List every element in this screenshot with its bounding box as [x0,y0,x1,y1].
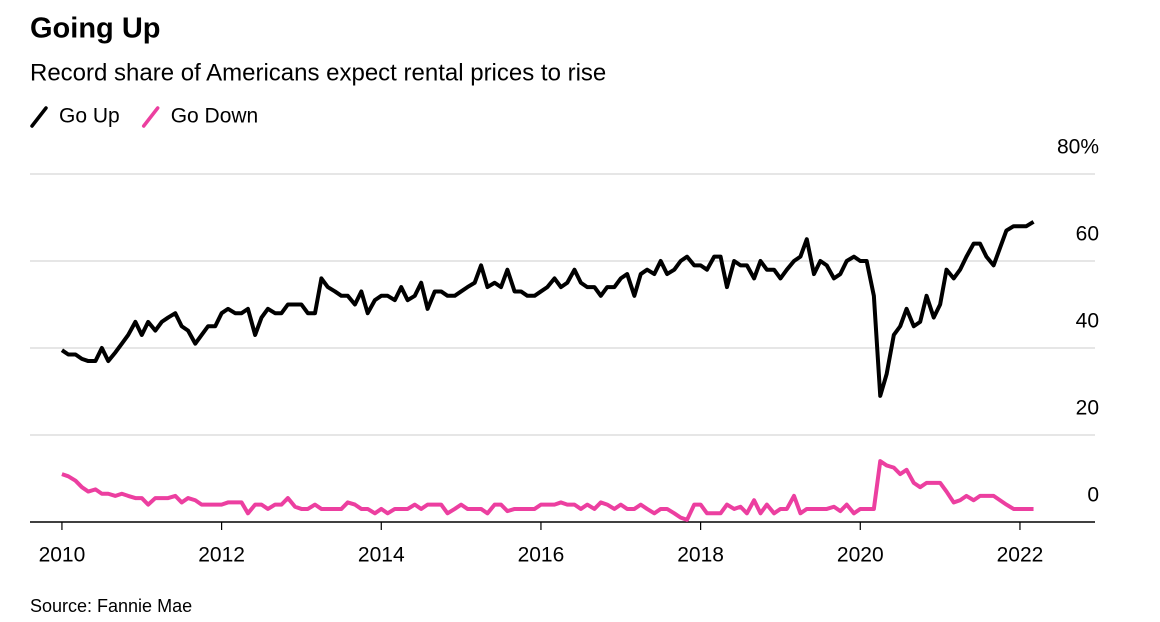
x-tick-label: 2016 [518,544,565,567]
legend-swatch [141,106,160,128]
x-tick-label: 2022 [997,544,1044,567]
legend-label: Go Down [171,105,259,128]
x-tick-label: 2010 [39,544,86,567]
y-tick-label: 0 [1087,484,1099,507]
chart-title: Going Up [30,13,160,45]
chart-subtitle: Record share of Americans expect rental … [30,59,606,86]
legend-swatch [30,106,48,128]
data-line [60,220,1035,398]
source-note: Source: Fannie Mae [30,596,192,616]
x-tick-label: 2012 [198,544,245,567]
x-tick-label: 2014 [358,544,405,567]
data-line [61,459,1034,522]
y-tick-label: 60 [1076,223,1099,246]
x-tick-label: 2018 [677,544,724,567]
x-tick-label: 2020 [837,544,884,567]
legend-label: Go Up [59,105,120,128]
y-tick-label: 80% [1057,136,1099,159]
y-tick-label: 20 [1076,397,1099,420]
y-tick-label: 40 [1076,310,1099,333]
